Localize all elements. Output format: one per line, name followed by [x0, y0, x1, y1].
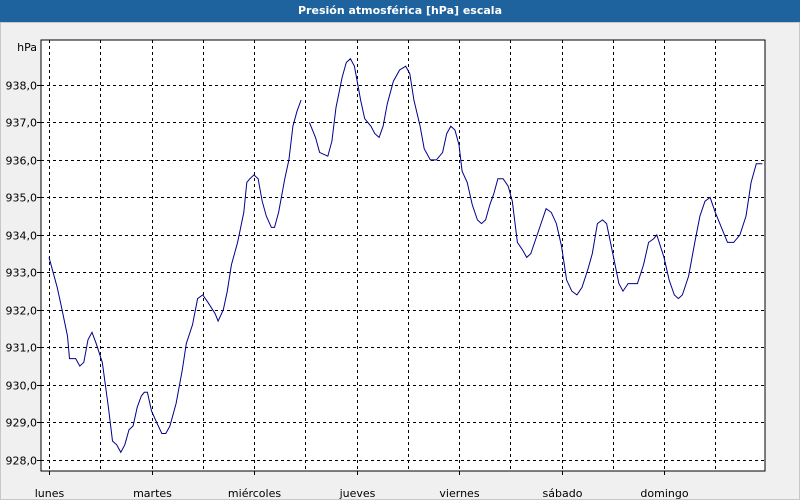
y-tick-label: 935,0 — [6, 192, 38, 205]
pressure-series-line-2 — [308, 57, 763, 300]
y-tick-label: 932,0 — [6, 305, 38, 318]
y-tick-label: 936,0 — [6, 155, 38, 168]
x-tick-day-label: miércoles — [228, 487, 281, 499]
y-tick-label: 928,0 — [6, 455, 38, 468]
x-tick-day-label: martes — [133, 487, 172, 499]
y-tick-label: 937,0 — [6, 117, 38, 130]
y-tick-label: 933,0 — [6, 267, 38, 280]
pressure-series-line-1 — [48, 99, 302, 454]
x-tick-day-label: sábado — [543, 487, 583, 499]
x-tick-day-label: lunes — [35, 487, 65, 499]
x-tick-day-label: jueves — [339, 487, 376, 499]
y-unit-label: hPa — [17, 41, 37, 54]
pressure-line-chart: 928,0 929,0 930,0 931,0 932,0 933,0 934,0 935,0… — [6, 39, 766, 499]
y-tick-label: 931,0 — [6, 342, 38, 355]
plot-area — [40, 39, 766, 472]
y-tick-label: 930,0 — [6, 380, 38, 393]
y-tick-label: 929,0 — [6, 417, 38, 430]
x-tick-day-label: viernes — [439, 487, 479, 499]
y-tick-label: 934,0 — [6, 230, 38, 243]
x-tick-day-label: domingo — [640, 487, 688, 499]
chart-frame: 928,0 929,0 930,0 931,0 932,0 933,0 934,0 935,0… — [0, 22, 800, 500]
y-tick-label: 938,0 — [6, 80, 38, 93]
chart-title: Presión atmosférica [hPa] escala — [0, 0, 800, 22]
